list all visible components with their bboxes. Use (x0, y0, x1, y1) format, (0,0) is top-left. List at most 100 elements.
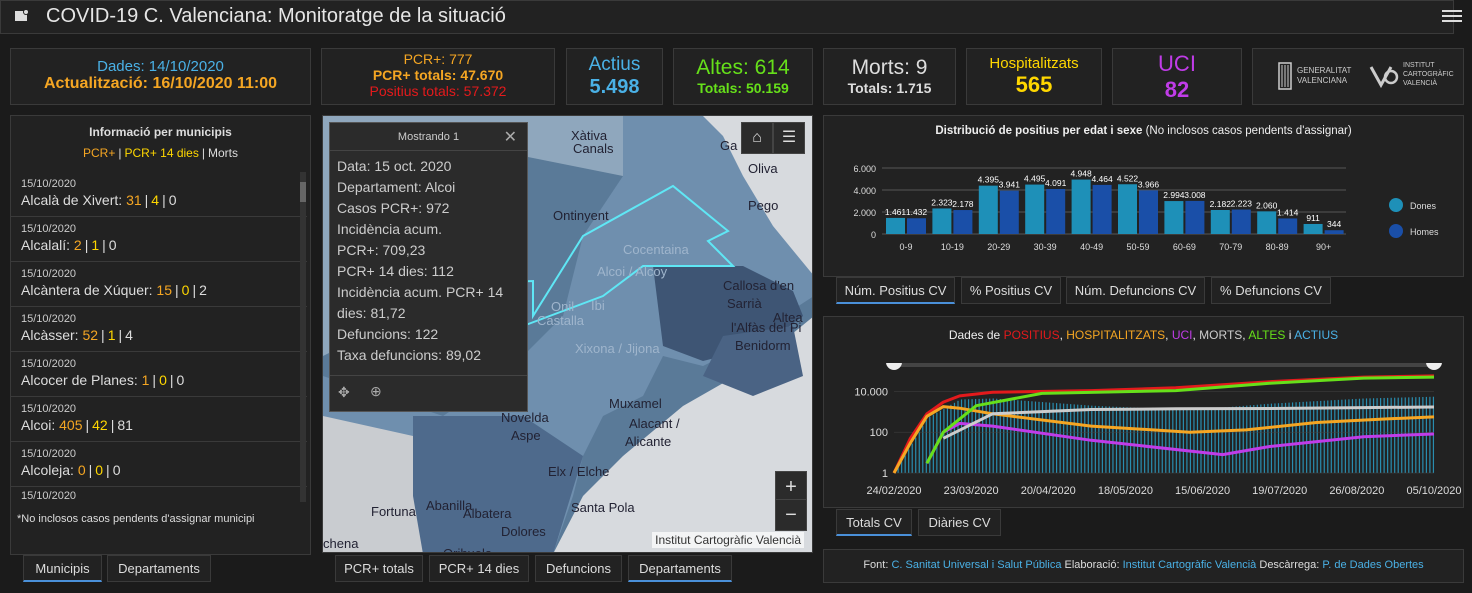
tab-municipis[interactable]: Municipis (23, 555, 102, 582)
chart2-title-i: i (1288, 328, 1292, 342)
tab-pcr-totals[interactable]: PCR+ totals (335, 555, 423, 582)
tab-pct-defuncions[interactable]: % Defuncions CV (1211, 277, 1331, 304)
y-tick-label: 100 (870, 427, 888, 439)
list-item[interactable]: 15/10/2020 Alcocer de Planes: 1 | 0 | 0 (11, 352, 307, 397)
actius-bar (1175, 409, 1177, 473)
age-sex-chart-panel: Distribució de positius per edat i sexe … (823, 115, 1464, 277)
pcr-today: PCR+: 777 (403, 51, 473, 67)
actius-bar (1122, 407, 1125, 473)
pcr-box: PCR+: 777 PCR+ totals: 47.670 Positius t… (321, 48, 555, 105)
bar (1303, 223, 1323, 234)
tab-departaments-left[interactable]: Departaments (107, 555, 211, 582)
actius-bar (1112, 406, 1114, 473)
municipis-title: Informació per municipis (89, 125, 232, 139)
actius-bar (1006, 399, 1008, 473)
map-label: Altea (773, 310, 803, 325)
zoom-out-button[interactable]: − (775, 499, 807, 531)
tab-departaments-map[interactable]: Departaments (628, 555, 732, 582)
actius-bar (1295, 402, 1297, 473)
list-item[interactable]: 15/10/2020 Alcàsser: 52 | 1 | 4 (11, 307, 307, 352)
actius-bar (1235, 406, 1237, 473)
actius-bar (1189, 410, 1192, 473)
municipis-legend: PCR+ | PCR+ 14 dies | Morts (83, 146, 238, 160)
footer-elab-link[interactable]: Institut Cartogràfic Valencià (1122, 559, 1257, 571)
actius-bar (1337, 399, 1339, 473)
popup-line: Data: 15 oct. 2020 (337, 158, 452, 174)
map-label: Pego (748, 198, 779, 213)
actius-box: Actius 5.498 (566, 48, 663, 105)
item-morts: 2 (199, 282, 207, 298)
map-label: Oliva (748, 161, 778, 176)
bar-data-label: 1.414 (1277, 207, 1299, 217)
actius-bar (1344, 399, 1346, 473)
actius-bar (1196, 409, 1199, 473)
actius-bar (999, 398, 1001, 473)
popup-title: Mostrando 1 (330, 123, 527, 151)
tab-pcr-14-dies[interactable]: PCR+ 14 dies (429, 555, 529, 582)
legend-swatch (1389, 198, 1403, 212)
map-label: Albatera (463, 506, 512, 521)
map-popup: Mostrando 1 ✕ Data: 15 oct. 2020 Departam… (329, 122, 528, 412)
footer-font-label: Font: (863, 559, 889, 571)
uci-box: UCI 82 (1112, 48, 1242, 105)
tab-num-defuncions[interactable]: Núm. Defuncions CV (1066, 277, 1205, 304)
actius-bar (1186, 410, 1188, 473)
actius-bar (1242, 405, 1244, 473)
uci-value: 82 (1164, 77, 1190, 102)
tab-num-positius[interactable]: Núm. Positius CV (836, 277, 955, 304)
list-scrollbar[interactable] (300, 172, 306, 502)
x-tick-label: 0-9 (899, 242, 912, 252)
zoom-to-icon[interactable]: ⊕ (370, 383, 382, 399)
item-line: Alcalalí: 2 | 1 | 0 (21, 237, 117, 253)
generalitat-logo-icon (1278, 62, 1292, 90)
list-item[interactable]: 15/10/2020 Alcoleja: 0 | 0 | 0 (11, 442, 307, 487)
hamburger-menu-icon[interactable] (1442, 7, 1462, 25)
list-item[interactable]: 15/10/2020 Alcoi: 405 | 42 | 81 (11, 397, 307, 442)
range-slider-handle-left (886, 363, 902, 370)
popup-close-icon[interactable]: ✕ (503, 129, 517, 146)
list-item[interactable]: 15/10/2020 Alcàntera de Xúquer: 15 | 0 | 2 (11, 262, 307, 307)
actius-bar (971, 399, 973, 473)
actius-bar (1003, 399, 1005, 473)
actius-bar (1249, 405, 1251, 473)
actius-bar (960, 399, 963, 473)
municipis-list[interactable]: 15/10/2020 Alcalà de Xivert: 31 | 4 | 0 15/10/… (11, 172, 307, 552)
bar-data-label: 2.323 (931, 197, 953, 207)
x-tick-label: 50-59 (1126, 242, 1149, 252)
x-tick-label: 10-19 (941, 242, 964, 252)
list-item[interactable]: 15/10/2020 Alcalà de Xivert: 31 | 4 | 0 (11, 172, 307, 217)
actius-bar (978, 398, 980, 473)
timeseries-line-chart: 10.000 100 1 24/02/2020 23/03/2020 20/04/2020… (854, 363, 1462, 497)
actius-bar (1323, 400, 1325, 473)
actius-bar (1267, 403, 1269, 473)
map-label: Alicante (625, 434, 672, 449)
popup-line: Departament: Alcoi (337, 179, 456, 195)
series-line (942, 405, 1435, 440)
map-view[interactable]: Xàtiva Canals Ga Oliva Ontinyent Pego Cocentai… (322, 115, 813, 553)
map-label: Elx / Elche (548, 464, 610, 479)
actius-bar (922, 425, 924, 473)
bar (1231, 209, 1251, 234)
move-icon[interactable]: ✥ (338, 384, 350, 400)
item-line: Alcocer de Planes: 1 | 0 | 0 (21, 372, 185, 388)
legend-list-icon[interactable]: ☰ (773, 122, 805, 154)
actius-bar (1147, 408, 1149, 473)
footer-elab-label: Elaboració: (1064, 559, 1120, 571)
home-icon[interactable]: ⌂ (741, 122, 773, 154)
tab-pct-positius[interactable]: % Positius CV (961, 277, 1061, 304)
bar (1139, 190, 1158, 234)
list-item[interactable]: 15/10/2020 Alcalalí: 2 | 1 | 0 (11, 217, 307, 262)
municipis-panel: Informació per municipis PCR+ | PCR+ 14 di… (10, 115, 311, 555)
x-tick-label: 80-89 (1266, 242, 1289, 252)
tab-defuncions[interactable]: Defuncions (535, 555, 622, 582)
x-tick-label: 20-29 (987, 242, 1010, 252)
actius-bar (1165, 409, 1167, 473)
footer-desc-link[interactable]: P. de Dades Obertes (1322, 559, 1424, 571)
tab-totals-cv[interactable]: Totals CV (836, 509, 912, 536)
tab-diaries-cv[interactable]: Diàries CV (918, 509, 1001, 536)
actius-bar (904, 455, 906, 473)
footer-font-link[interactable]: C. Sanitat Universal i Salut Pública (891, 559, 1062, 571)
item-pcr14: 0 (181, 282, 190, 298)
series-line (925, 375, 1435, 464)
range-slider-handle-right (1426, 363, 1442, 370)
